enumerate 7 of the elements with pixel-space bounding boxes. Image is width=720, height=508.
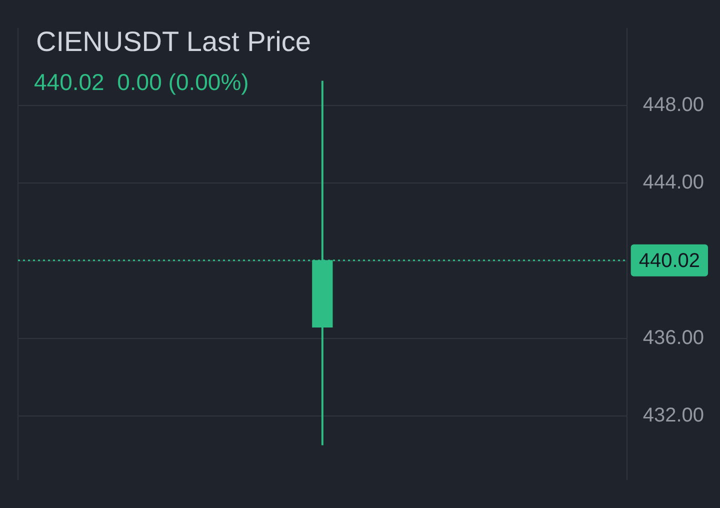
chart-title: CIENUSDT Last Price [36, 26, 311, 57]
ref-line-label: 440.02 [638, 250, 700, 272]
y-tick-label: 436.00 [642, 326, 704, 349]
y-tick-label: 444.00 [642, 172, 704, 194]
y-tick-label: 448.00 [642, 94, 704, 116]
y-tick-label: 432.00 [642, 404, 704, 426]
annotation: 440.02 0.00 (0.00%) [34, 69, 249, 95]
